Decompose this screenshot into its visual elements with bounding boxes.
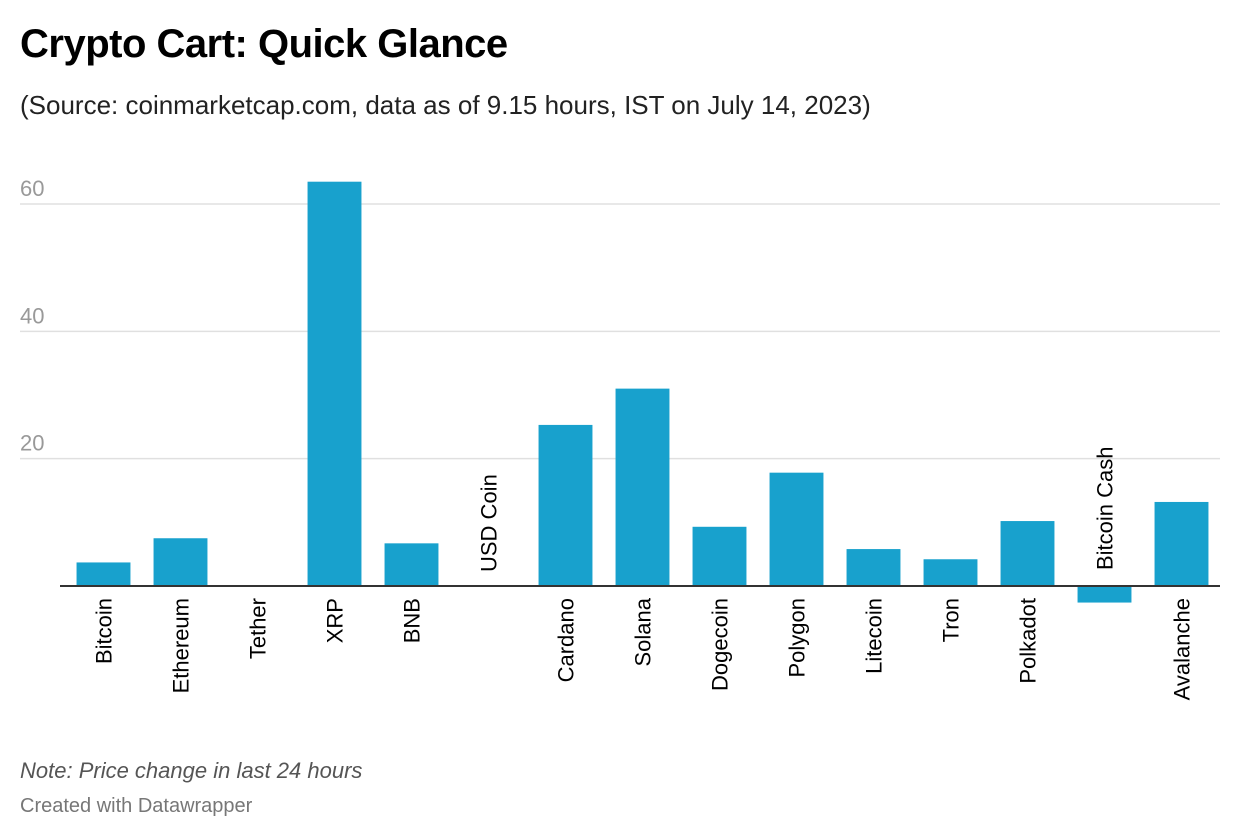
category-label: BNB [400,598,425,643]
category-labels: Bitcoin Ethereum Tether XRP BNB USD Coin Carda… [92,446,1195,700]
category-label: Ethereum [169,598,194,693]
category-label: Cardano [554,598,579,682]
category-label: Polkadot [1016,598,1041,684]
category-label: XRP [323,598,348,643]
bar-bnb [384,543,439,586]
y-tick-label: 60 [20,176,44,201]
category-label: Bitcoin Cash [1093,446,1118,570]
category-label: USD Coin [477,474,502,572]
y-tick-label: 20 [20,431,44,456]
bar-solana [615,388,670,586]
chart-title: Crypto Cart: Quick Glance [20,22,508,66]
bar-tron [923,559,978,586]
bars [76,181,1209,603]
bar-ethereum [153,538,208,586]
category-label: Litecoin [862,598,887,674]
chart-subtitle: (Source: coinmarketcap.com, data as of 9… [20,90,871,120]
chart-note: Note: Price change in last 24 hours [20,758,363,783]
category-label: Tron [939,598,964,642]
category-label: Dogecoin [708,598,733,691]
bar-polygon [769,472,824,586]
bar-chart: 20 40 60 Bitcoin Ethereum Tether XRP BNB USD Co… [20,176,1220,700]
bar-bitcoin-cash [1077,586,1132,603]
bar-avalanche [1154,501,1209,586]
chart-credit: Created with Datawrapper [20,795,253,817]
bar-xrp [307,181,362,586]
category-label: Avalanche [1170,598,1195,700]
y-tick-label: 40 [20,303,44,328]
category-label: Tether [246,598,271,659]
category-label: Solana [631,597,656,666]
bar-polkadot [1000,521,1055,586]
bar-dogecoin [692,526,747,586]
bar-bitcoin [76,562,131,586]
bar-cardano [538,424,593,586]
category-label: Bitcoin [92,598,117,664]
category-label: Polygon [785,598,810,678]
bar-litecoin [846,549,901,586]
